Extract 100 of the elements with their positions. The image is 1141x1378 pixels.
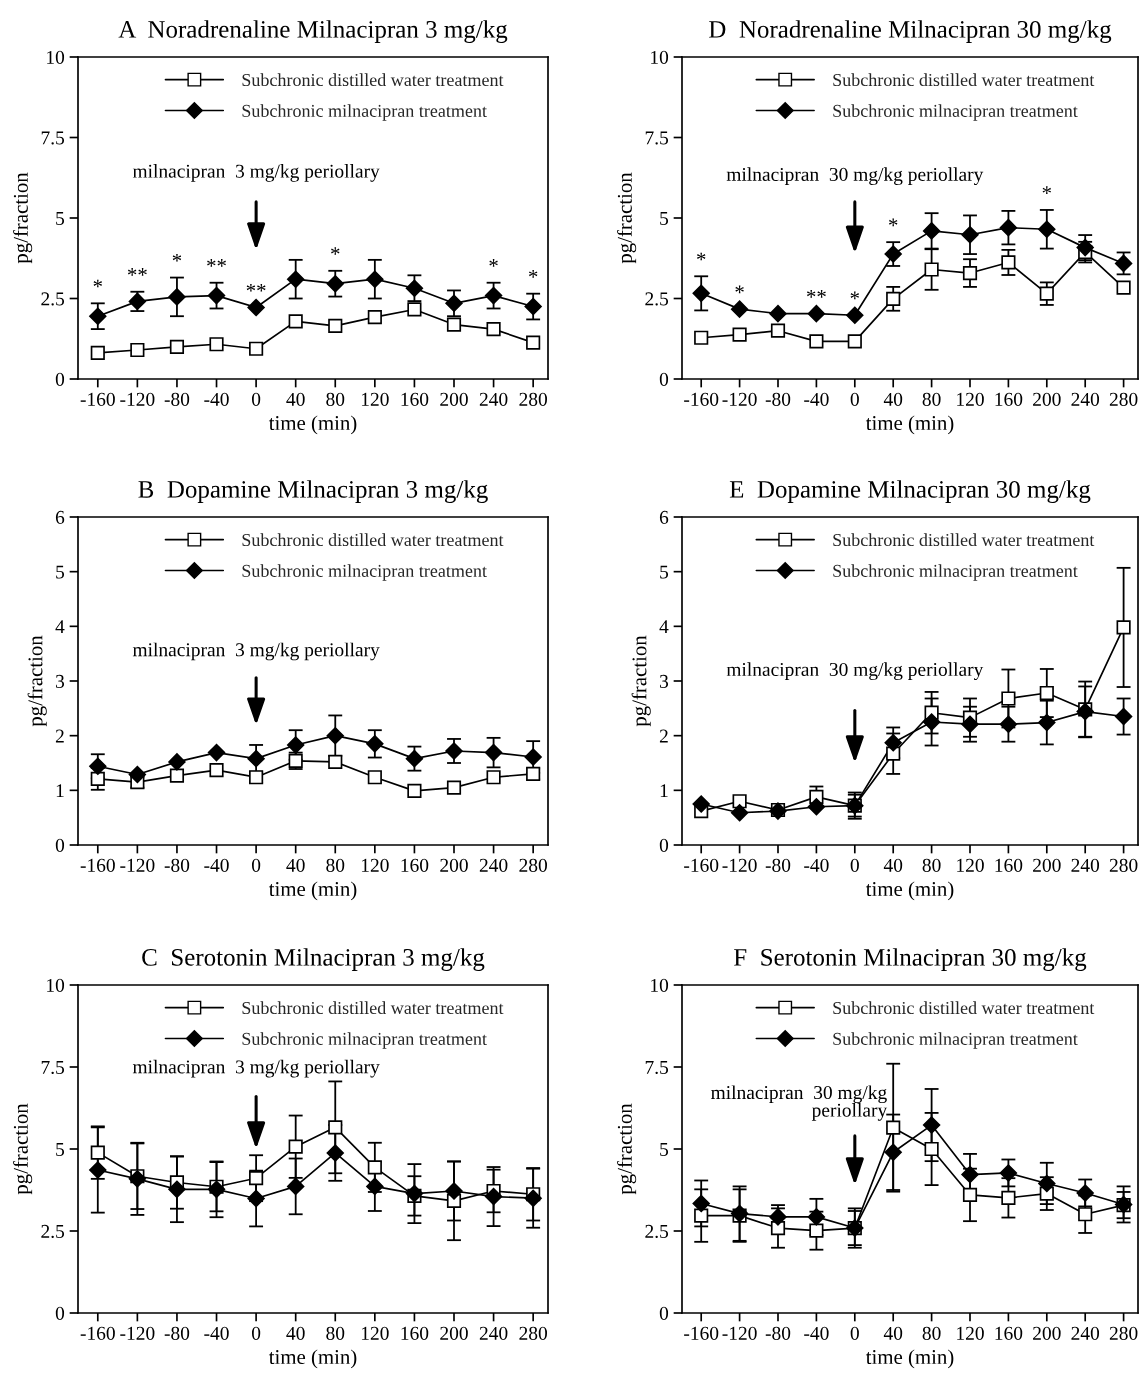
chart-title: C Serotonin Milnacipran 3 mg/kg (142, 948, 485, 971)
annotation: * (735, 285, 744, 294)
x-tick-label: -80 (765, 392, 791, 406)
x-tick-label: 40 (286, 392, 305, 406)
x-tick-label: 0 (251, 1326, 261, 1340)
legend-label: Subchronic milnacipran treatment (242, 1032, 487, 1049)
x-tick-label: 160 (401, 1326, 429, 1340)
legend-label: Subchronic milnacipran treatment (242, 104, 487, 121)
annotation: milnacipran 3 mg/kg periollary (132, 642, 380, 661)
chart-title: A Noradrenaline Milnacipran 3 mg/kg (118, 20, 508, 43)
x-tick-label: -40 (204, 1326, 229, 1340)
y-tick-label: 4 (55, 620, 65, 634)
x-tick-label: 80 (922, 1326, 941, 1340)
x-tick-label: 0 (251, 858, 261, 872)
y-tick-label: 0 (659, 372, 669, 386)
x-tick-label: 120 (957, 858, 984, 872)
x-tick-label: 280 (1109, 392, 1138, 406)
x-axis-title: time (min) (268, 1349, 357, 1369)
x-tick-label: 200 (1033, 1326, 1061, 1340)
y-tick-label: 2.5 (645, 292, 669, 306)
x-tick-label: 280 (519, 1326, 547, 1340)
x-tick-label: -40 (204, 392, 229, 406)
legend-label: Subchronic milnacipran treatment (833, 1032, 1078, 1049)
x-tick-label: 200 (440, 392, 468, 406)
chart-title: F Serotonin Milnacipran 30 mg/kg (734, 948, 1087, 971)
x-tick-label: 80 (326, 392, 345, 406)
x-tick-label: 200 (1033, 392, 1061, 406)
x-tick-label: 160 (401, 858, 429, 872)
x-tick-label: 40 (286, 858, 305, 872)
x-tick-label: 120 (361, 392, 389, 406)
y-tick-label: 2.5 (41, 292, 65, 306)
y-tick-label: 5 (660, 565, 669, 579)
x-tick-label: -80 (164, 858, 190, 872)
y-tick-label: 3 (56, 674, 65, 688)
y-tick-label: 0 (55, 372, 65, 386)
x-tick-label: -80 (765, 1326, 791, 1340)
annotation: * (850, 291, 860, 300)
annotation: * (331, 247, 340, 255)
legend-label: Subchronic milnacipran treatment (242, 564, 487, 581)
y-tick-label: 10 (651, 978, 669, 992)
annotation: * (528, 270, 538, 278)
x-axis-title: time (min) (865, 881, 954, 901)
x-tick-label: 80 (326, 1326, 345, 1340)
x-tick-label: 120 (361, 1326, 389, 1340)
x-tick-label: 40 (883, 1326, 903, 1340)
x-tick-label: 240 (1071, 392, 1100, 406)
legend-label: Subchronic milnacipran treatment (833, 564, 1078, 581)
annotation: milnacipran 30 mg/kg periollary (711, 1085, 888, 1121)
x-tick-label: 200 (1033, 858, 1061, 872)
annotation: milnacipran 3 mg/kg periollary (132, 164, 380, 182)
x-tick-label: -120 (120, 858, 155, 872)
x-tick-label: 280 (1109, 1326, 1138, 1340)
x-tick-label: -120 (120, 1326, 155, 1340)
legend-label: Subchronic distilled water treatment (242, 73, 504, 87)
x-tick-label: -120 (120, 392, 155, 406)
x-tick-label: -120 (722, 858, 757, 872)
y-tick-label: 6 (55, 510, 65, 524)
x-tick-label: -160 (80, 1326, 115, 1340)
y-tick-label: 2.5 (645, 1224, 669, 1239)
x-axis-title: time (min) (865, 1349, 954, 1369)
x-tick-label: 120 (957, 392, 984, 406)
y-tick-label: 5 (56, 565, 65, 579)
y-tick-label: 3 (660, 674, 669, 688)
x-tick-label: -40 (204, 858, 229, 872)
x-tick-label: -40 (804, 858, 829, 872)
annotation: milnacipran 30 mg/kg periollary (726, 662, 984, 680)
x-tick-label: 120 (957, 1326, 984, 1340)
y-axis-title: pg/fraction (13, 172, 33, 264)
annotation: milnacipran 30 mg/kg periollary (726, 167, 984, 185)
annotation: * (1042, 186, 1052, 194)
x-tick-label: -160 (80, 858, 115, 872)
chart-title: E Dopamine Milnacipran 30 mg/kg (729, 480, 1091, 503)
y-axis-title: pg/fraction (617, 172, 637, 264)
x-tick-label: 200 (440, 858, 468, 872)
y-tick-label: 0 (55, 838, 65, 852)
y-tick-label: 2.5 (41, 1224, 65, 1239)
y-tick-label: 0 (659, 838, 669, 852)
x-tick-label: 200 (440, 1326, 468, 1340)
y-tick-label: 10 (47, 978, 65, 992)
annotation: * (889, 218, 898, 227)
x-tick-label: -160 (684, 858, 719, 872)
annotation: ** (207, 259, 226, 267)
x-tick-label: -80 (164, 392, 190, 406)
x-tick-label: 160 (995, 392, 1023, 406)
legend-label: Subchronic distilled water treatment (242, 1001, 504, 1015)
y-tick-label: 0 (659, 1306, 669, 1320)
x-tick-label: -160 (684, 392, 719, 406)
x-tick-label: -160 (80, 392, 115, 406)
x-tick-label: -40 (804, 392, 829, 406)
x-tick-label: 120 (361, 858, 389, 872)
y-axis-title: pg/fraction (27, 635, 47, 727)
y-tick-label: 6 (659, 510, 669, 524)
x-tick-label: 240 (1071, 1326, 1100, 1340)
y-tick-label: 5 (56, 212, 65, 225)
annotation: * (93, 279, 102, 288)
x-tick-label: 40 (883, 392, 903, 406)
y-axis-title: pg/fraction (617, 1103, 637, 1195)
x-tick-label: 0 (251, 392, 261, 406)
x-tick-label: 160 (401, 392, 429, 406)
x-tick-label: 240 (479, 392, 508, 406)
